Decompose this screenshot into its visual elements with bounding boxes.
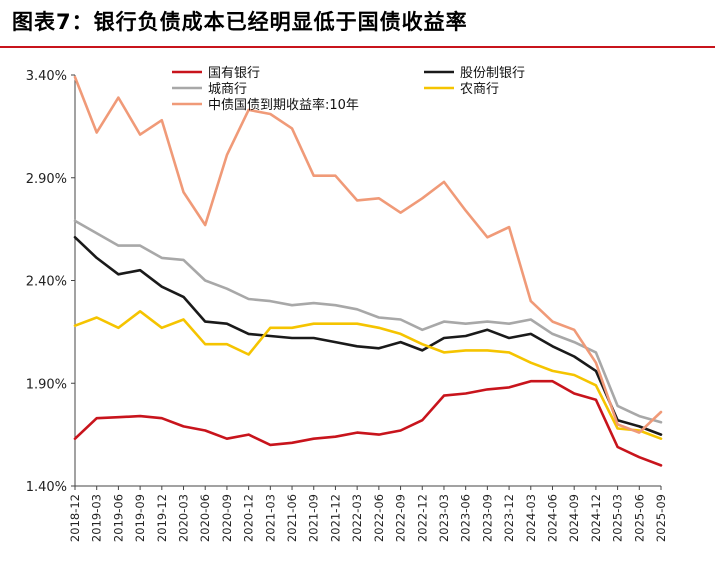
legend-label-1: 股份制银行 bbox=[460, 66, 525, 81]
x-tick-label: 2020-09 bbox=[220, 494, 234, 542]
series-line-0 bbox=[73, 379, 663, 467]
x-tick-label: 2023-06 bbox=[459, 494, 473, 542]
y-tick-label: 1.90% bbox=[26, 377, 67, 392]
x-tick-label: 2025-06 bbox=[632, 494, 646, 542]
series-line-3 bbox=[73, 309, 663, 441]
y-tick-label: 3.40% bbox=[26, 69, 67, 84]
x-tick-label: 2024-12 bbox=[589, 494, 603, 542]
legend-label-3: 农商行 bbox=[460, 82, 499, 97]
series-line-1 bbox=[73, 236, 663, 436]
legend-label-0: 国有银行 bbox=[208, 66, 260, 81]
x-tick-label: 2021-06 bbox=[285, 494, 299, 542]
x-tick-label: 2022-12 bbox=[415, 494, 429, 542]
x-tick-label: 2018-12 bbox=[68, 494, 82, 542]
title-divider bbox=[0, 46, 715, 48]
chart-title: 图表7：银行负债成本已经明显低于国债收益率 bbox=[12, 10, 468, 34]
legend-label-2: 城商行 bbox=[208, 82, 247, 97]
x-tick-label: 2023-03 bbox=[437, 494, 451, 542]
x-tick-label: 2021-03 bbox=[263, 494, 277, 542]
x-tick-label: 2022-03 bbox=[350, 494, 364, 542]
x-tick-label: 2019-12 bbox=[155, 494, 169, 542]
x-tick-label: 2022-09 bbox=[394, 494, 408, 542]
y-tick-label: 2.90% bbox=[26, 172, 67, 187]
x-tick-label: 2022-06 bbox=[372, 494, 386, 542]
x-tick-label: 2019-03 bbox=[90, 494, 104, 542]
x-tick-label: 2023-12 bbox=[502, 494, 516, 542]
x-tick-label: 2019-09 bbox=[133, 494, 147, 542]
x-tick-label: 2024-06 bbox=[545, 494, 559, 542]
x-tick-label: 2019-06 bbox=[111, 494, 125, 542]
y-tick-label: 1.40% bbox=[26, 480, 67, 495]
x-tick-label: 2021-09 bbox=[307, 494, 321, 542]
x-tick-label: 2025-09 bbox=[654, 494, 668, 542]
x-tick-label: 2020-03 bbox=[177, 494, 191, 542]
y-tick-label: 2.40% bbox=[26, 275, 67, 290]
legend-label-4: 中债国债到期收益率:10年 bbox=[208, 97, 359, 113]
x-tick-label: 2025-03 bbox=[611, 494, 625, 542]
x-tick-label: 2024-09 bbox=[567, 494, 581, 542]
x-tick-label: 2020-12 bbox=[242, 494, 256, 542]
x-tick-label: 2023-09 bbox=[480, 494, 494, 542]
series-line-4 bbox=[73, 75, 663, 434]
series-line-2 bbox=[73, 219, 663, 424]
x-tick-label: 2024-03 bbox=[524, 494, 538, 542]
x-tick-label: 2020-06 bbox=[198, 494, 212, 542]
x-tick-label: 2021-12 bbox=[328, 494, 342, 542]
